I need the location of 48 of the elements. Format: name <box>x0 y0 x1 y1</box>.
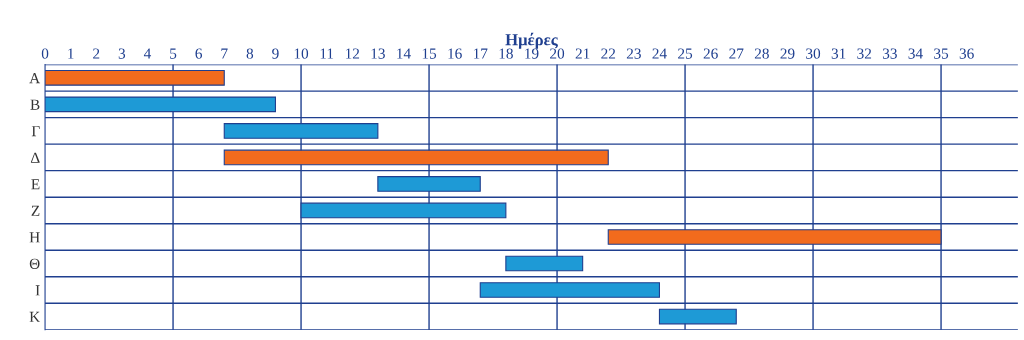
x-tick-label: 14 <box>397 48 411 59</box>
x-tick-label: 16 <box>448 48 462 59</box>
x-tick-label: 11 <box>320 48 334 59</box>
x-tick-label: 19 <box>525 48 539 59</box>
x-tick-label: 30 <box>806 48 821 59</box>
x-tick-label: 6 <box>195 48 203 59</box>
x-tick-label: 17 <box>473 48 488 59</box>
x-tick-label: 0 <box>41 48 49 59</box>
x-tick-label: 9 <box>272 48 279 59</box>
x-tick-label: 28 <box>754 48 769 59</box>
x-tick-label: 26 <box>703 48 718 59</box>
x-tick-label: 4 <box>143 48 152 59</box>
x-tick-label: 20 <box>550 48 565 59</box>
y-tick-label: Α <box>29 73 41 84</box>
x-axis-title: Ημέρες <box>505 32 558 49</box>
y-tick-label: Η <box>29 232 40 243</box>
y-tick-label: Ζ <box>31 205 40 216</box>
x-tick-label: 33 <box>882 48 897 59</box>
x-tick-label: 22 <box>601 48 616 59</box>
x-tick-label: 32 <box>857 48 872 59</box>
x-tick-label: 5 <box>170 48 177 59</box>
x-tick-label: 34 <box>908 48 923 59</box>
x-tick-label: 21 <box>575 48 590 59</box>
x-tick-label: 8 <box>246 48 254 59</box>
x-tick-label: 7 <box>221 48 228 59</box>
x-tick-label: 27 <box>729 48 744 59</box>
y-tick-label: Γ <box>31 126 40 137</box>
y-tick-label: Ε <box>31 179 40 190</box>
x-tick-label: 24 <box>652 48 667 59</box>
x-tick-label: 3 <box>118 48 126 59</box>
x-tick-label: 36 <box>959 48 974 59</box>
x-tick-label: 2 <box>93 48 100 59</box>
x-tick-label: 18 <box>499 48 513 59</box>
x-tick-label: 13 <box>371 48 385 59</box>
y-tick-label: Β <box>30 99 40 110</box>
x-tick-label: 10 <box>294 48 309 59</box>
x-tick-label: 23 <box>626 48 641 59</box>
x-tick-label: 25 <box>678 48 693 59</box>
y-tick-label: Δ <box>30 152 40 163</box>
x-tick-label: 35 <box>934 48 949 59</box>
x-tick-label: 29 <box>780 48 795 59</box>
y-tick-label: Ι <box>35 285 40 296</box>
x-tick-label: 31 <box>831 48 846 59</box>
y-tick-label: Θ <box>29 258 40 269</box>
x-tick-label: 12 <box>345 48 360 59</box>
x-tick-label: 15 <box>422 48 437 59</box>
y-tick-label: Κ <box>29 311 41 322</box>
x-tick-label: 1 <box>68 48 74 59</box>
